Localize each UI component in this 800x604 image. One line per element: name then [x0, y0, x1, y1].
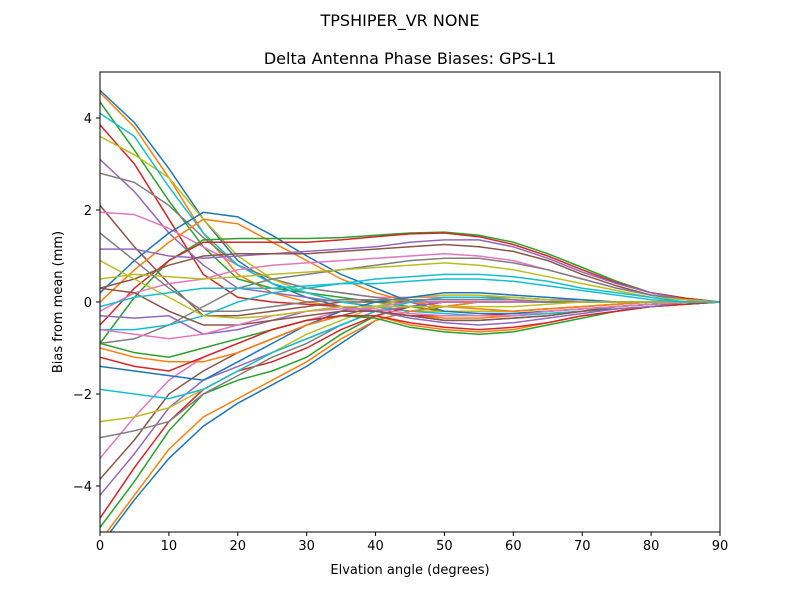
series-line-37	[100, 301, 720, 340]
series-line-16	[100, 243, 720, 303]
suptitle: TPSHIPER_VR NONE	[320, 11, 480, 31]
series-line-15	[100, 239, 720, 303]
series-line-8	[100, 172, 720, 303]
x-tick-label: 80	[643, 539, 660, 554]
y-tick-label: 2	[84, 204, 92, 219]
series-line-34	[100, 301, 720, 372]
series-line-40	[100, 278, 720, 308]
x-axis: 0 10 20 30 40 50 60 70 80 90	[96, 532, 728, 554]
series-line-21	[109, 301, 720, 532]
chart-title: Delta Antenna Phase Biases: GPS-L1	[264, 49, 556, 68]
x-tick-label: 10	[161, 539, 178, 554]
x-tick-label: 40	[367, 539, 384, 554]
series-line-19	[100, 262, 720, 303]
series-line-14	[100, 232, 720, 326]
y-axis-label: Bias from mean (mm)	[51, 231, 66, 373]
x-tick-label: 60	[505, 539, 522, 554]
y-tick-label: 0	[84, 296, 92, 311]
x-tick-label: 50	[436, 539, 453, 554]
y-tick-label: −4	[73, 480, 92, 495]
series-line-18	[100, 257, 720, 345]
y-axis: −4 −2 0 2 4	[73, 112, 100, 495]
series-line-22	[105, 301, 720, 532]
x-tick-label: 20	[230, 539, 247, 554]
series-line-38	[100, 232, 720, 312]
y-tick-label: −2	[73, 388, 92, 403]
x-tick-label: 70	[574, 539, 591, 554]
x-tick-label: 90	[712, 539, 729, 554]
x-axis-label: Elvation angle (degrees)	[330, 563, 489, 578]
y-tick-label: 4	[84, 112, 92, 127]
series-line-24	[100, 301, 720, 519]
series-line-39	[100, 259, 720, 319]
x-tick-label: 30	[298, 539, 315, 554]
series-line-13	[100, 231, 720, 344]
series-lines	[100, 89, 720, 532]
x-tick-label: 0	[96, 539, 104, 554]
